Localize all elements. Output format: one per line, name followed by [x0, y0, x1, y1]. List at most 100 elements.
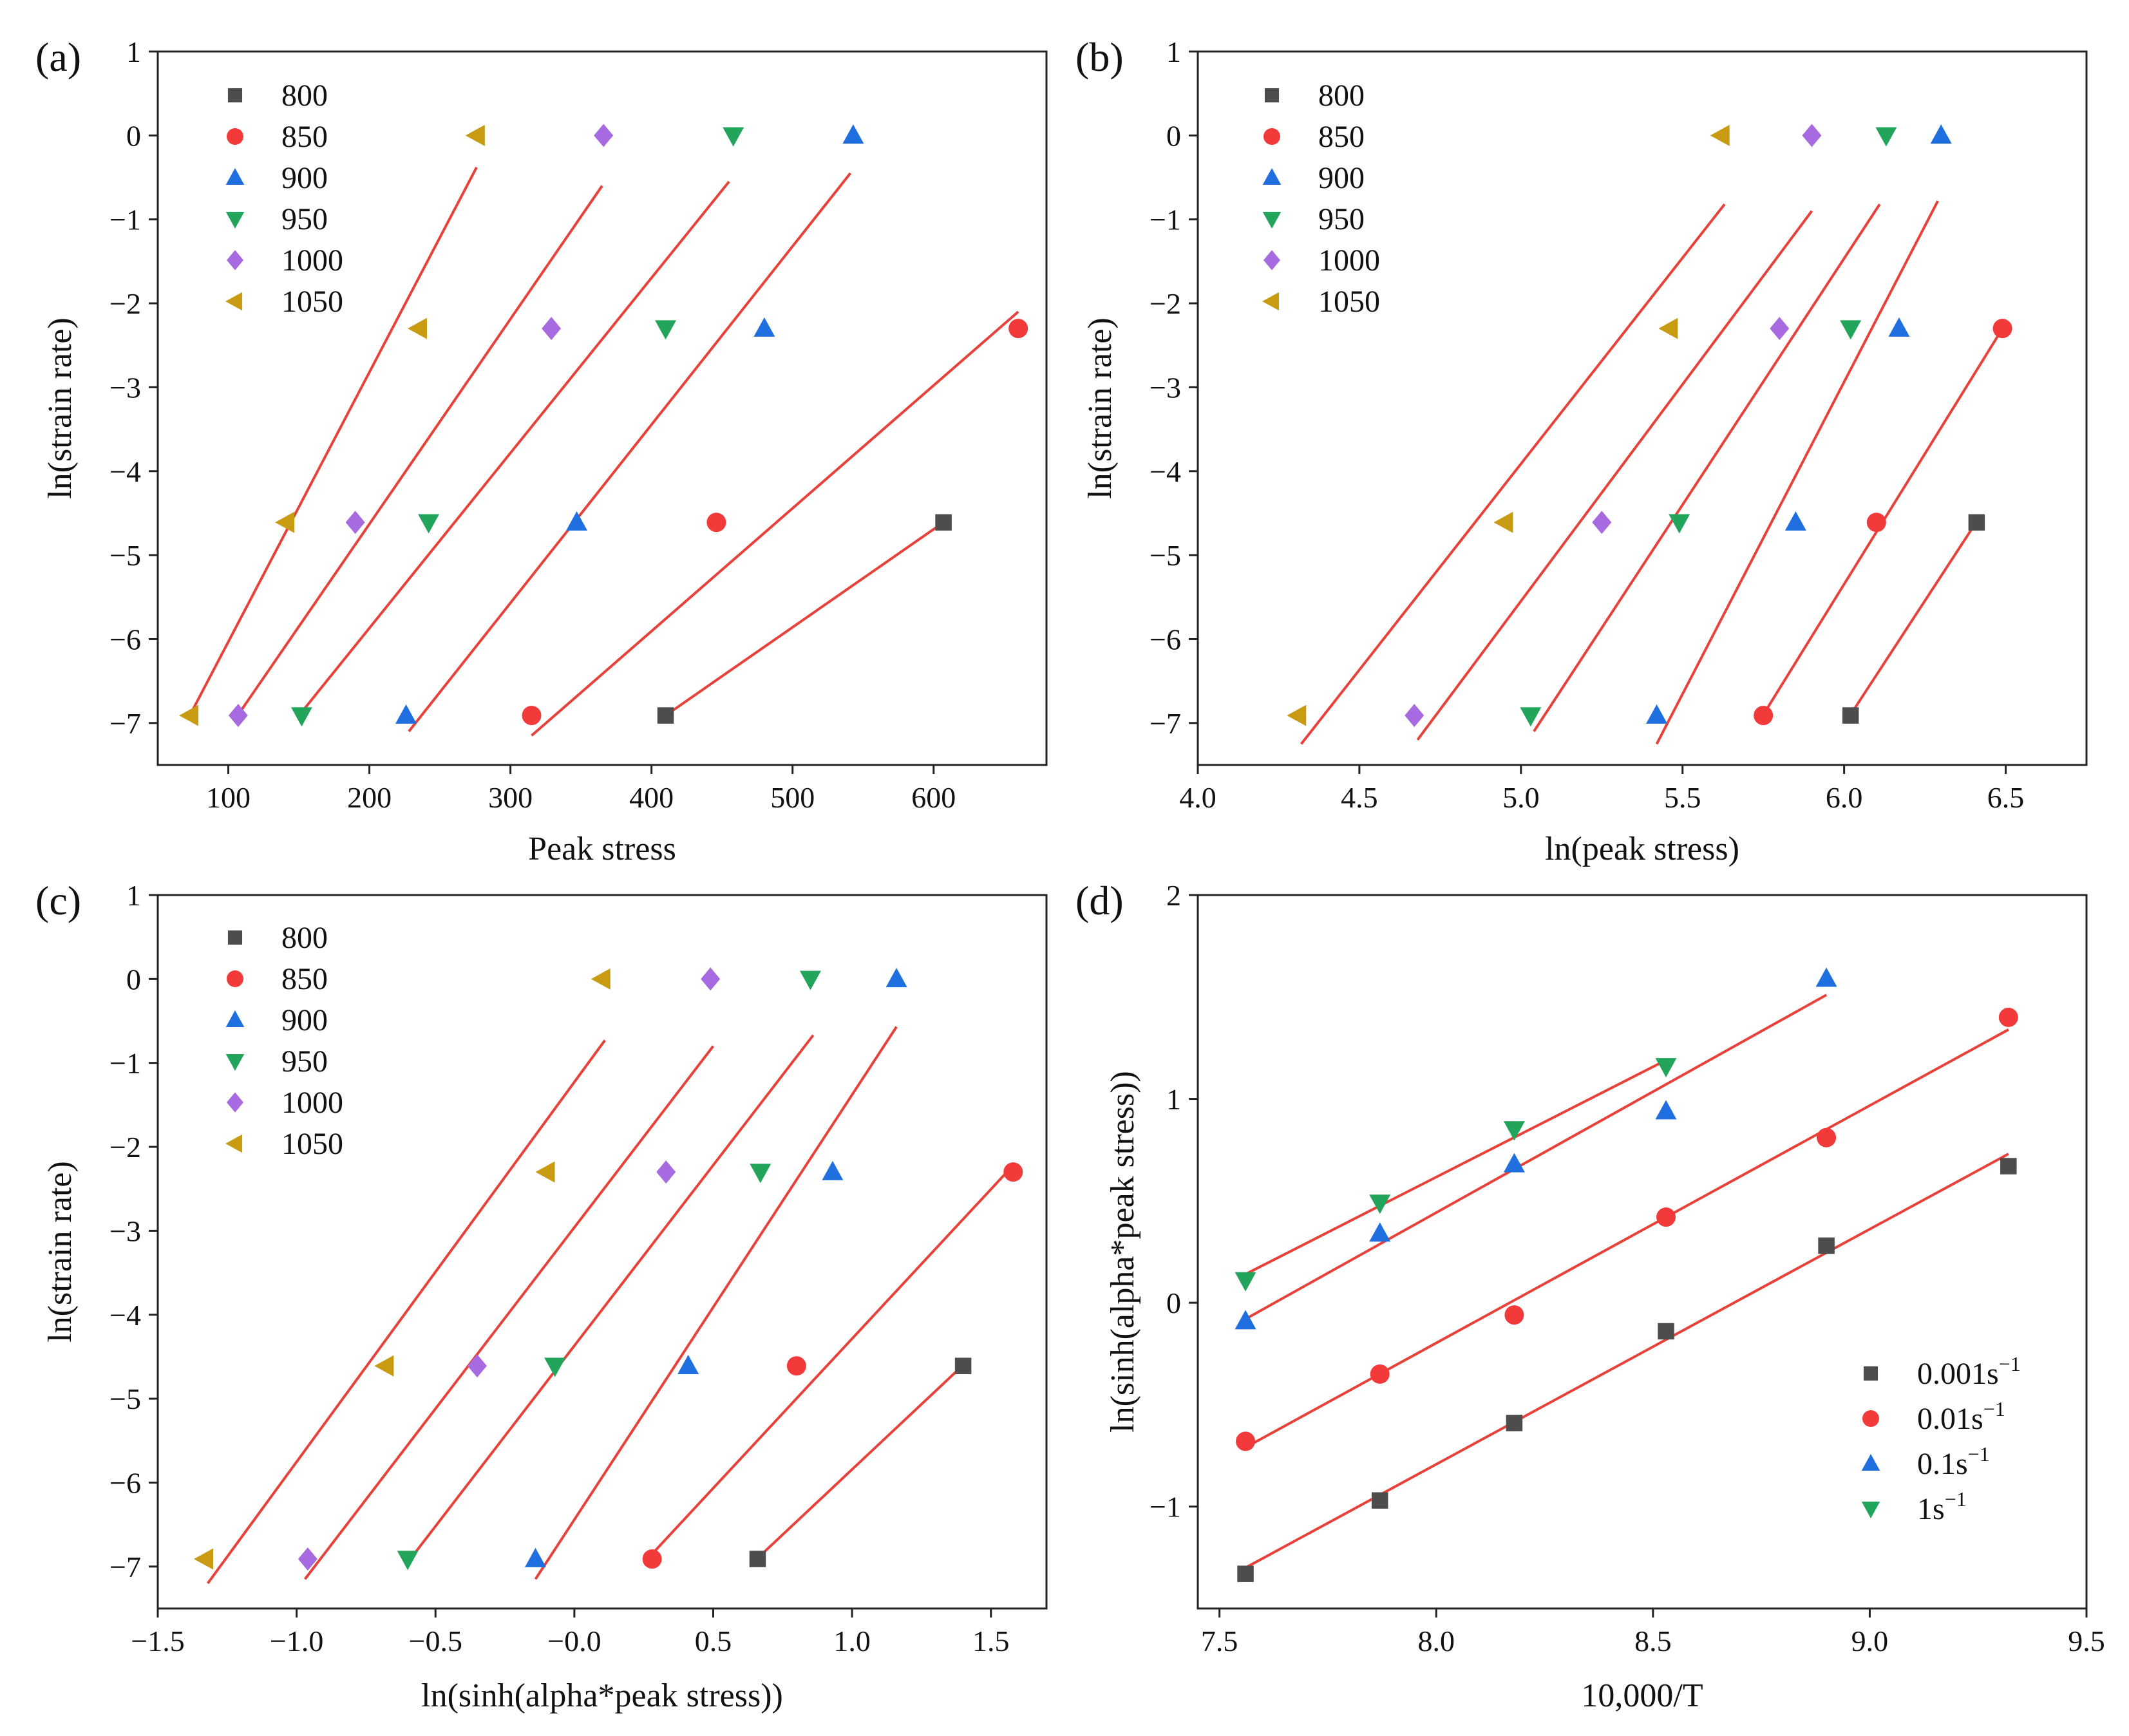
- x-tick-label: 100: [206, 781, 251, 814]
- y-tick-label: 1: [126, 35, 141, 68]
- data-point-900: [525, 1547, 546, 1567]
- data-point-850: [1754, 706, 1774, 726]
- legend-label: 950: [281, 1044, 328, 1079]
- data-point-1000: [542, 317, 562, 341]
- legend-marker-950: [1262, 211, 1282, 229]
- data-point-900: [1888, 317, 1910, 337]
- legend-label: 850: [281, 962, 328, 996]
- legend-label: 800: [1318, 79, 1365, 113]
- panel-label: (a): [35, 34, 81, 80]
- x-tick-label: −1.5: [131, 1625, 184, 1657]
- data-point-0.001s: [1371, 1492, 1388, 1509]
- y-tick-label: −2: [109, 287, 141, 320]
- data-point-0.1s: [1815, 967, 1837, 987]
- fit-line-950: [1533, 203, 1881, 732]
- y-axis-title: ln(strain rate): [42, 1161, 79, 1343]
- panel-a: 100 200 300 400 500 600 1 0 −1 −2 −3 −4 −5 −6 −7 Peak s…: [35, 34, 1048, 867]
- y-tick-label: 0: [126, 119, 141, 152]
- legend-marker-850: [227, 970, 243, 987]
- legend-marker-1000: [227, 1092, 243, 1113]
- data-point-1000: [701, 967, 721, 991]
- data-point-1000: [228, 704, 248, 728]
- data-point-1050: [179, 704, 199, 726]
- legend-label: 900: [1318, 161, 1365, 195]
- y-tick-label: −7: [1150, 707, 1181, 740]
- y-tick-label: 2: [1166, 879, 1181, 912]
- data-point-1050: [1710, 124, 1730, 146]
- x-tick-label: 500: [770, 781, 815, 814]
- y-axis-title: ln(sinh(alpha*peak stress)): [1104, 1071, 1141, 1433]
- x-tick-label: 9.5: [2068, 1625, 2105, 1657]
- legend-label: 800: [281, 79, 328, 113]
- data-point-0.001s: [2000, 1158, 2017, 1175]
- data-point-850: [522, 706, 542, 726]
- fit-line-950: [302, 180, 730, 712]
- data-point-1000: [1405, 704, 1424, 728]
- fit-line-900: [408, 172, 852, 733]
- data-point-1000: [467, 1354, 487, 1378]
- y-tick-label: −1: [1150, 203, 1181, 236]
- data-point-950: [1840, 320, 1862, 340]
- data-point-800: [1968, 514, 1985, 531]
- data-point-0.01s: [1817, 1127, 1837, 1147]
- fit-line-0.1s: [1245, 994, 1828, 1321]
- legend-marker-850: [227, 128, 243, 145]
- y-tick-label: −4: [1150, 455, 1181, 488]
- x-tick-label: 5.0: [1502, 781, 1540, 814]
- data-point-1s: [1655, 1058, 1677, 1078]
- data-point-950: [1875, 127, 1897, 147]
- y-tick-label: 0: [1166, 119, 1181, 152]
- panel-d: 7.5 8.0 8.5 9.0 9.5 2 1 0 −1 10,000/T ln(sinh(alph…: [1075, 878, 2105, 1714]
- legend-marker-1050: [225, 292, 243, 311]
- legend-label: 1050: [281, 285, 343, 319]
- x-tick-label: 6.5: [1987, 781, 2025, 814]
- data-point-950: [723, 127, 744, 147]
- data-point-0.01s: [1998, 1007, 2018, 1027]
- plot-area-frame: [156, 50, 1048, 766]
- data-point-800: [657, 707, 674, 724]
- legend-marker-950: [225, 211, 245, 229]
- y-tick-label: −4: [109, 1299, 141, 1332]
- y-tick-label: −7: [109, 1551, 141, 1583]
- x-tick-label: 1.0: [833, 1625, 871, 1657]
- legend-marker-900: [225, 1010, 245, 1028]
- legend-label: 0.1s−1: [1917, 1442, 1990, 1481]
- data-point-0.001s: [1237, 1565, 1254, 1582]
- data-point-0.01s: [1656, 1207, 1676, 1227]
- legend-label: 0.001s−1: [1917, 1352, 2021, 1391]
- data-point-850: [642, 1549, 662, 1569]
- y-tick-label: −2: [1150, 287, 1181, 320]
- legend-marker-0.1s: [1861, 1454, 1880, 1471]
- x-tick-label: 1.5: [972, 1625, 1010, 1657]
- data-point-800: [935, 514, 952, 531]
- data-point-1000: [298, 1547, 317, 1571]
- y-tick-label: 1: [1166, 35, 1181, 68]
- y-tick-label: −1: [109, 1047, 141, 1080]
- data-point-1000: [594, 124, 614, 147]
- fit-line-900: [1655, 200, 1939, 745]
- panel-label: (d): [1075, 878, 1124, 923]
- data-point-0.1s: [1369, 1222, 1391, 1242]
- data-point-1050: [407, 317, 427, 339]
- data-point-1000: [1770, 317, 1790, 341]
- x-tick-label: −0.0: [547, 1625, 601, 1657]
- data-point-800: [954, 1357, 972, 1375]
- legend-label: 850: [1318, 120, 1365, 154]
- data-point-1000: [656, 1160, 676, 1184]
- x-tick-label: −0.5: [409, 1625, 462, 1657]
- x-tick-label: 5.5: [1664, 781, 1701, 814]
- data-point-900: [677, 1355, 699, 1375]
- y-tick-label: −5: [109, 1382, 141, 1415]
- fit-line-1050: [207, 1039, 606, 1585]
- fit-line-900: [534, 1026, 898, 1580]
- legend-label: 1000: [1318, 243, 1380, 278]
- data-point-1050: [1658, 317, 1678, 339]
- legend-marker-900: [1262, 168, 1282, 185]
- data-point-900: [822, 1160, 844, 1180]
- x-tick-label: 8.0: [1417, 1625, 1455, 1657]
- legend-label: 900: [281, 1003, 328, 1037]
- y-tick-label: −5: [109, 539, 141, 572]
- x-tick-label: 600: [911, 781, 956, 814]
- y-tick-label: 1: [126, 879, 141, 912]
- x-axis-title: 10,000/T: [1581, 1677, 1703, 1714]
